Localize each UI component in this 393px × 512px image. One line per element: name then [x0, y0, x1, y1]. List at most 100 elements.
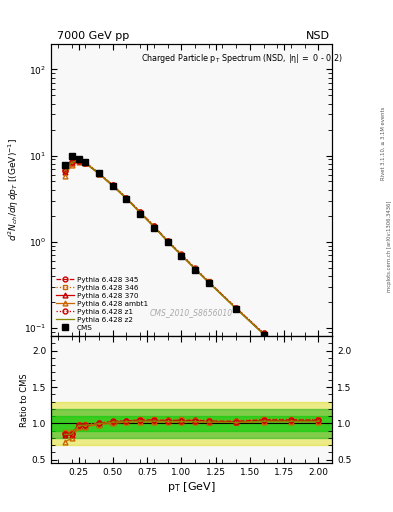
CMS — [193, 267, 197, 273]
Y-axis label: Ratio to CMS: Ratio to CMS — [20, 373, 29, 426]
Pythia 6.428 z1 — [110, 182, 115, 188]
CMS — [76, 157, 81, 163]
Pythia 6.428 ambt1 — [110, 183, 115, 189]
Pythia 6.428 346 — [288, 355, 293, 361]
Pythia 6.428 346 — [138, 209, 143, 215]
Pythia 6.428 z2 — [83, 160, 88, 166]
CMS — [69, 153, 74, 159]
Pythia 6.428 370 — [62, 168, 67, 175]
Pythia 6.428 345 — [110, 182, 115, 188]
Pythia 6.428 345 — [69, 159, 74, 165]
Text: Rivet 3.1.10, ≥ 3.1M events: Rivet 3.1.10, ≥ 3.1M events — [381, 106, 386, 180]
Pythia 6.428 ambt1 — [69, 162, 74, 168]
Pythia 6.428 z2 — [316, 380, 321, 387]
CMS — [97, 170, 101, 177]
Pythia 6.428 ambt1 — [193, 266, 197, 272]
Pythia 6.428 z2 — [62, 168, 67, 174]
Pythia 6.428 z2 — [76, 158, 81, 164]
Text: NSD: NSD — [306, 31, 330, 41]
Pythia 6.428 370 — [152, 223, 156, 229]
Pythia 6.428 346 — [124, 195, 129, 201]
Pythia 6.428 345 — [76, 157, 81, 163]
Pythia 6.428 370 — [165, 238, 170, 244]
Pythia 6.428 z2 — [261, 331, 266, 337]
Pythia 6.428 z2 — [124, 196, 129, 202]
Pythia 6.428 370 — [124, 196, 129, 202]
CMS — [206, 280, 211, 286]
Pythia 6.428 z1 — [69, 159, 74, 165]
Bar — [51, 401, 332, 445]
Pythia 6.428 346 — [83, 159, 88, 165]
Y-axis label: $d^{2}N_{ch}/d\eta\, dp_{T}$ [(GeV)$^{-1}$]: $d^{2}N_{ch}/d\eta\, dp_{T}$ [(GeV)$^{-1… — [7, 138, 21, 241]
Text: Charged Particle $\mathregular{p_T}$ Spectrum (NSD, |$\mathregular{\eta}$| =  0 : Charged Particle $\mathregular{p_T}$ Spe… — [141, 52, 343, 66]
CMS — [261, 332, 266, 338]
CMS — [62, 162, 67, 168]
CMS — [152, 225, 156, 231]
Pythia 6.428 370 — [206, 279, 211, 285]
Line: Pythia 6.428 370: Pythia 6.428 370 — [62, 158, 321, 386]
Pythia 6.428 370 — [179, 252, 184, 258]
Pythia 6.428 345 — [206, 279, 211, 285]
Pythia 6.428 ambt1 — [152, 224, 156, 230]
Pythia 6.428 370 — [76, 158, 81, 164]
Pythia 6.428 z1 — [179, 252, 184, 258]
Line: Pythia 6.428 ambt1: Pythia 6.428 ambt1 — [62, 159, 321, 386]
Pythia 6.428 370 — [234, 305, 239, 311]
CMS — [288, 357, 293, 364]
CMS — [83, 159, 88, 165]
Text: 7000 GeV pp: 7000 GeV pp — [57, 31, 129, 41]
Pythia 6.428 370 — [261, 331, 266, 337]
Pythia 6.428 346 — [165, 238, 170, 244]
Pythia 6.428 346 — [316, 379, 321, 386]
Text: CMS_2010_S8656010: CMS_2010_S8656010 — [150, 308, 233, 317]
Pythia 6.428 345 — [261, 330, 266, 336]
Pythia 6.428 ambt1 — [234, 306, 239, 312]
CMS — [138, 211, 143, 217]
Pythia 6.428 ambt1 — [261, 331, 266, 337]
Line: Pythia 6.428 345: Pythia 6.428 345 — [62, 158, 321, 385]
Pythia 6.428 z1 — [97, 170, 101, 177]
CMS — [124, 196, 129, 202]
CMS — [234, 306, 239, 312]
Pythia 6.428 z2 — [179, 252, 184, 258]
Line: Pythia 6.428 z2: Pythia 6.428 z2 — [65, 161, 318, 383]
Pythia 6.428 z1 — [62, 167, 67, 174]
Pythia 6.428 370 — [83, 160, 88, 166]
Bar — [51, 409, 332, 438]
Pythia 6.428 z2 — [288, 356, 293, 362]
CMS — [110, 183, 115, 189]
Pythia 6.428 ambt1 — [124, 196, 129, 202]
Pythia 6.428 z1 — [165, 238, 170, 244]
Pythia 6.428 z1 — [288, 355, 293, 361]
Pythia 6.428 ambt1 — [179, 252, 184, 259]
Pythia 6.428 346 — [76, 157, 81, 163]
Pythia 6.428 346 — [179, 251, 184, 257]
CMS — [316, 381, 321, 388]
Pythia 6.428 z1 — [206, 279, 211, 285]
Pythia 6.428 ambt1 — [62, 173, 67, 179]
Pythia 6.428 345 — [152, 223, 156, 229]
Pythia 6.428 z1 — [124, 195, 129, 201]
Pythia 6.428 370 — [110, 182, 115, 188]
Pythia 6.428 345 — [316, 380, 321, 386]
Pythia 6.428 ambt1 — [138, 210, 143, 216]
Pythia 6.428 370 — [69, 159, 74, 165]
Pythia 6.428 370 — [288, 356, 293, 362]
Pythia 6.428 346 — [69, 158, 74, 164]
Pythia 6.428 345 — [62, 167, 67, 173]
Pythia 6.428 z2 — [152, 224, 156, 230]
Pythia 6.428 345 — [165, 238, 170, 244]
Pythia 6.428 346 — [261, 330, 266, 336]
Pythia 6.428 z1 — [76, 158, 81, 164]
Pythia 6.428 z2 — [193, 266, 197, 272]
Line: CMS: CMS — [61, 153, 322, 388]
Pythia 6.428 346 — [234, 305, 239, 311]
Pythia 6.428 ambt1 — [165, 239, 170, 245]
Pythia 6.428 345 — [97, 170, 101, 177]
Pythia 6.428 z2 — [138, 209, 143, 216]
Pythia 6.428 z1 — [261, 330, 266, 336]
Pythia 6.428 z1 — [234, 305, 239, 311]
Text: mcplots.cern.ch [arXiv:1306.3436]: mcplots.cern.ch [arXiv:1306.3436] — [387, 200, 392, 291]
Bar — [51, 416, 332, 431]
Pythia 6.428 ambt1 — [316, 380, 321, 387]
